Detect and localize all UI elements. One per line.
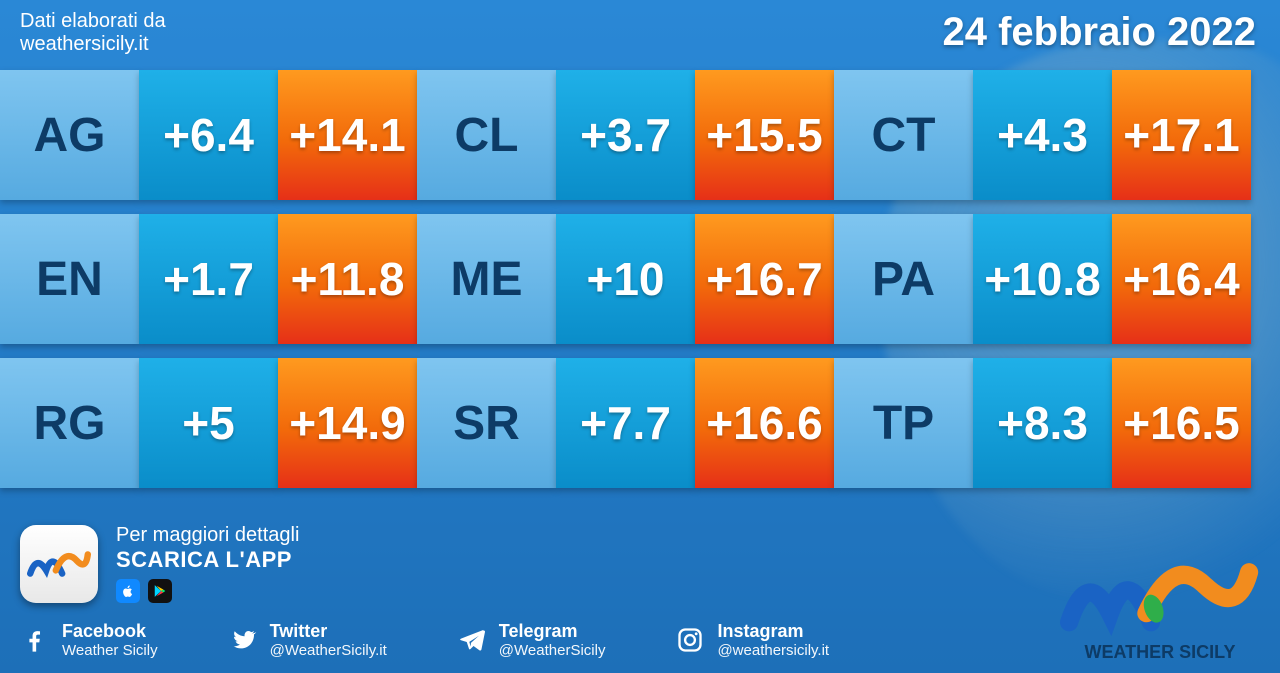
table-row: EN+1.7+11.8ME+10+16.7PA+10.8+16.4	[0, 214, 1260, 344]
social-handle: Weather Sicily	[62, 642, 158, 659]
temperature-min: +8.3	[973, 358, 1112, 488]
app-promo: Per maggiori dettagli SCARICA L'APP	[20, 524, 1260, 603]
social-links: FacebookWeather SicilyTwitter@WeatherSic…	[20, 621, 1260, 659]
temperature-grid: AG+6.4+14.1CL+3.7+15.5CT+4.3+17.1EN+1.7+…	[0, 70, 1260, 488]
app-promo-text: Per maggiori dettagli SCARICA L'APP	[116, 524, 299, 603]
temperature-min: +10	[556, 214, 695, 344]
province-code: CL	[417, 70, 556, 200]
social-name: Twitter	[270, 621, 387, 642]
telegram-icon	[457, 625, 487, 655]
facebook-icon	[20, 625, 50, 655]
social-facebook: FacebookWeather Sicily	[20, 621, 158, 659]
social-handle: @WeatherSicily	[499, 642, 606, 659]
app-promo-line-2: SCARICA L'APP	[116, 547, 299, 573]
temperature-max: +14.1	[278, 70, 417, 200]
app-store-badge-icon	[116, 579, 140, 603]
social-handle: @weathersicily.it	[717, 642, 829, 659]
footer: Per maggiori dettagli SCARICA L'APP Face…	[0, 514, 1280, 673]
social-handle: @WeatherSicily.it	[270, 642, 387, 659]
header: Dati elaborati da weathersicily.it 24 fe…	[0, 0, 1280, 62]
table-row: AG+6.4+14.1CL+3.7+15.5CT+4.3+17.1	[0, 70, 1260, 200]
date: 24 febbraio 2022	[943, 10, 1257, 55]
social-instagram: Instagram@weathersicily.it	[675, 621, 829, 659]
province-code: CT	[834, 70, 973, 200]
temperature-min: +5	[139, 358, 278, 488]
app-promo-line-1: Per maggiori dettagli	[116, 524, 299, 547]
temperature-max: +16.4	[1112, 214, 1251, 344]
temperature-max: +16.7	[695, 214, 834, 344]
temperature-min: +10.8	[973, 214, 1112, 344]
province-code: RG	[0, 358, 139, 488]
app-icon	[20, 525, 98, 603]
province-code: TP	[834, 358, 973, 488]
temperature-min: +1.7	[139, 214, 278, 344]
temperature-min: +6.4	[139, 70, 278, 200]
source-line-2: weathersicily.it	[20, 33, 166, 56]
instagram-icon	[675, 625, 705, 655]
temperature-max: +11.8	[278, 214, 417, 344]
province-code: PA	[834, 214, 973, 344]
social-text: Telegram@WeatherSicily	[499, 621, 606, 659]
social-name: Telegram	[499, 621, 606, 642]
temperature-min: +4.3	[973, 70, 1112, 200]
temperature-min: +3.7	[556, 70, 695, 200]
temperature-max: +16.6	[695, 358, 834, 488]
temperature-max: +16.5	[1112, 358, 1251, 488]
temperature-max: +17.1	[1112, 70, 1251, 200]
social-telegram: Telegram@WeatherSicily	[457, 621, 606, 659]
source-line-1: Dati elaborati da	[20, 10, 166, 33]
temperature-max: +15.5	[695, 70, 834, 200]
table-row: RG+5+14.9SR+7.7+16.6TP+8.3+16.5	[0, 358, 1260, 488]
twitter-icon	[228, 625, 258, 655]
social-text: Twitter@WeatherSicily.it	[270, 621, 387, 659]
province-code: SR	[417, 358, 556, 488]
province-code: EN	[0, 214, 139, 344]
social-text: FacebookWeather Sicily	[62, 621, 158, 659]
social-name: Instagram	[717, 621, 829, 642]
temperature-min: +7.7	[556, 358, 695, 488]
social-text: Instagram@weathersicily.it	[717, 621, 829, 659]
province-code: AG	[0, 70, 139, 200]
social-twitter: Twitter@WeatherSicily.it	[228, 621, 387, 659]
social-name: Facebook	[62, 621, 158, 642]
source-credit: Dati elaborati da weathersicily.it	[20, 10, 166, 56]
play-store-badge-icon	[148, 579, 172, 603]
store-badges	[116, 579, 299, 603]
temperature-max: +14.9	[278, 358, 417, 488]
province-code: ME	[417, 214, 556, 344]
